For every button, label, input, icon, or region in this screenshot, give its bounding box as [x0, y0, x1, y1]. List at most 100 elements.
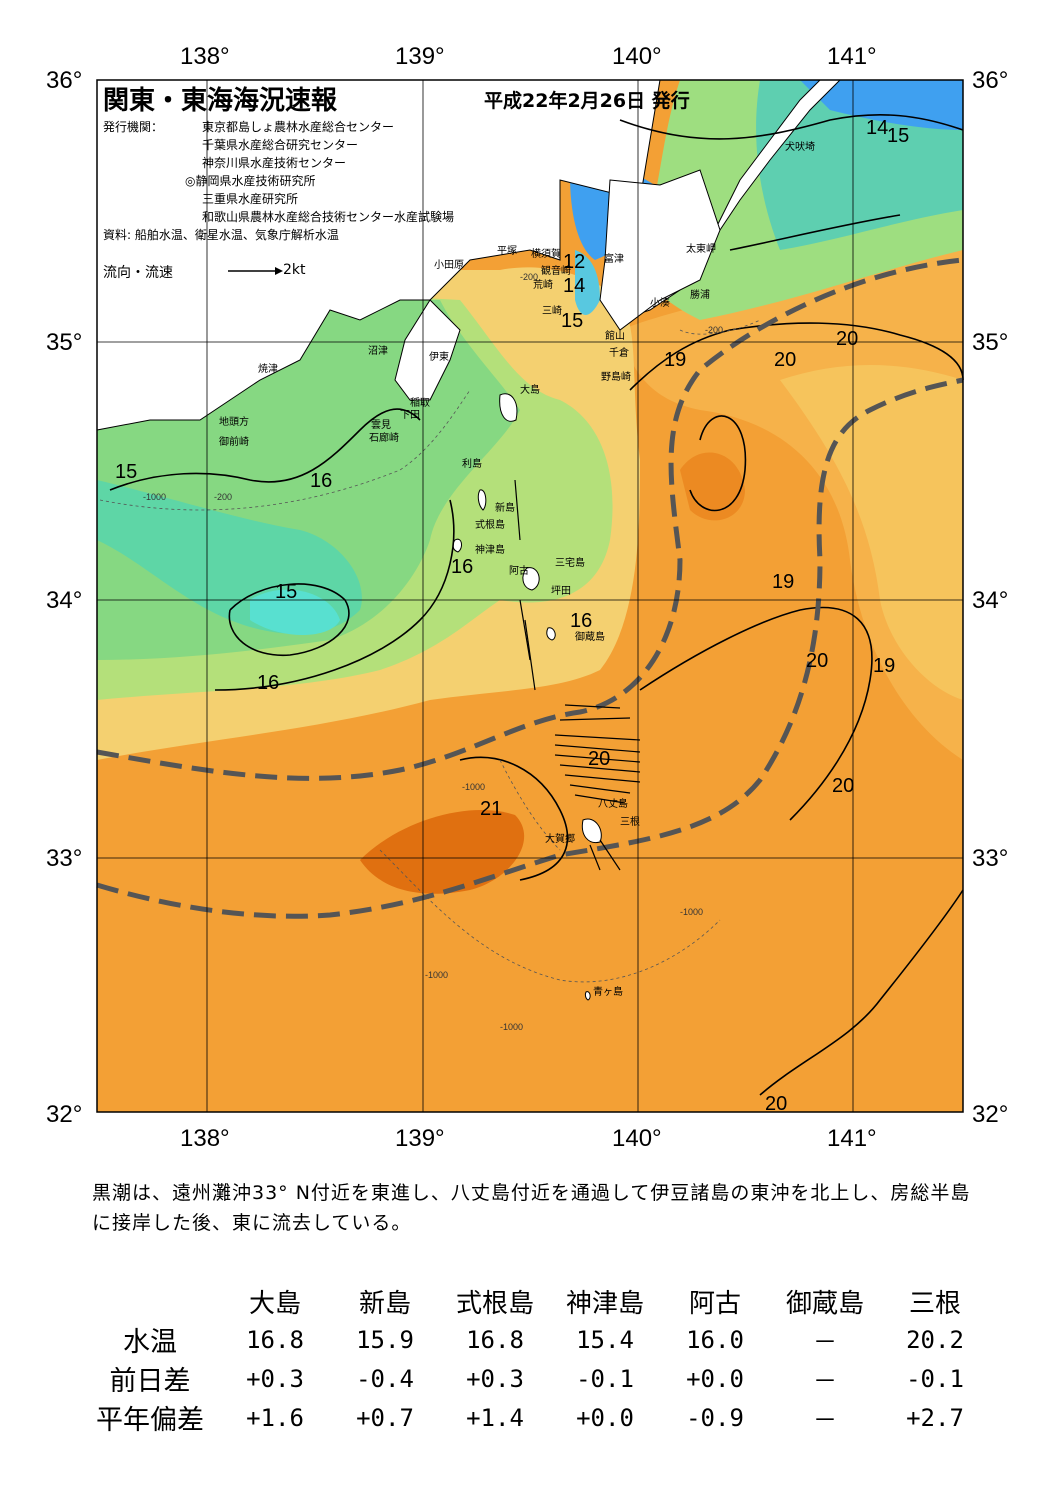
table-cell: +2.7 — [906, 1403, 964, 1432]
depth-label: -1000 — [500, 1022, 523, 1032]
issuer-item: ◎静岡県水産技術研究所 — [185, 174, 316, 188]
lon-label-top: 138° — [180, 43, 230, 70]
legend-arrowhead — [275, 267, 283, 275]
table-cell: +0.0 — [576, 1403, 634, 1432]
place-label: 坪田 — [551, 584, 571, 597]
table-cell: 16.0 — [686, 1325, 744, 1354]
place-label: 太東岬 — [686, 242, 716, 255]
issuer-label: 発行機関： — [103, 120, 164, 134]
depth-label: -1000 — [462, 782, 485, 792]
map-title: 関東・東海海況速報 — [103, 86, 338, 116]
place-label: 荒崎 — [533, 278, 553, 291]
lon-label-top: 140° — [612, 43, 662, 70]
depth-label: -1000 — [425, 970, 448, 980]
table-header-row: 大島 新島 式根島 神津島 阿古 御蔵島 三根 — [80, 1282, 990, 1320]
isotherm-lines — [109, 114, 964, 1096]
table-cell: － — [813, 1328, 837, 1356]
table-cell: 16.8 — [466, 1325, 524, 1354]
isotherm-label: 16 — [310, 470, 332, 492]
place-label: 館山 — [605, 329, 625, 342]
place-label: 大島 — [520, 383, 540, 396]
depth-label: -200 — [214, 492, 232, 502]
place-label: 地頭方 — [219, 415, 249, 428]
depth-label: -200 — [520, 272, 538, 282]
isotherm-label: 20 — [588, 748, 610, 770]
table-cell: -0.9 — [686, 1403, 744, 1432]
lat-label-right: 32° — [972, 1101, 1008, 1128]
table-cell: － — [813, 1367, 837, 1395]
place-label: 御前崎 — [219, 435, 249, 448]
lat-label-left: 32° — [46, 1101, 82, 1128]
place-label: 犬吠埼 — [785, 140, 815, 153]
place-label: 伊東 — [429, 350, 449, 363]
table-cell: +1.6 — [246, 1403, 304, 1432]
lon-label-bottom: 140° — [612, 1125, 662, 1152]
map-frame — [96, 79, 964, 1113]
row-label: 前日差 — [109, 1366, 191, 1397]
isotherm-label: 16 — [570, 610, 592, 632]
table-cell: -0.1 — [906, 1364, 964, 1393]
depth-label: -200 — [705, 325, 723, 335]
isotherm-label: 19 — [873, 655, 895, 677]
observation-table: 大島 新島 式根島 神津島 阿古 御蔵島 三根 水温 16.8 15.9 16.… — [80, 1282, 990, 1437]
place-label: 石廊崎 — [369, 431, 399, 444]
table-cell: -0.4 — [356, 1364, 414, 1393]
place-label: 八丈島 — [598, 797, 628, 810]
graticule — [97, 80, 963, 1112]
isotherm-label: 15 — [887, 125, 909, 147]
land-masses — [96, 79, 963, 1001]
flow-legend-label: 流向・流速 — [103, 265, 173, 281]
place-label: 野島崎 — [601, 370, 631, 383]
table-cell: － — [813, 1406, 837, 1434]
issuer-item: 千葉県水産総合研究センター — [202, 138, 359, 152]
lon-label-top: 139° — [395, 43, 445, 70]
lat-label-left: 34° — [46, 587, 82, 614]
row-label: 水温 — [123, 1327, 177, 1358]
table-cell: 20.2 — [906, 1325, 964, 1354]
isotherm-label: 14 — [866, 117, 888, 139]
place-label: 雲見 — [371, 419, 391, 431]
place-label: 利島 — [462, 457, 482, 470]
station-header: 式根島 — [455, 1288, 534, 1319]
place-label: 焼津 — [258, 363, 278, 375]
data-sources: 資料: 船舶水温、衛星水温、気象庁解析水温 — [103, 228, 339, 242]
place-label: 新島 — [495, 501, 515, 514]
kuroshio-axis — [96, 257, 964, 919]
place-label: 阿古 — [509, 564, 529, 577]
table-cell: 15.4 — [576, 1325, 634, 1354]
table-cell: 15.9 — [356, 1325, 414, 1354]
isotherm-label: 19 — [664, 349, 686, 371]
lon-label-bottom: 138° — [180, 1125, 230, 1152]
isotherm-label: 20 — [832, 775, 854, 797]
isotherm-label: 16 — [257, 672, 279, 694]
place-label: 御蔵島 — [575, 630, 605, 643]
place-label: 千倉 — [609, 346, 629, 359]
depth-label: -1000 — [680, 907, 703, 917]
issue-date: 平成22年2月26日 発行 — [484, 90, 690, 112]
depth-label: -1000 — [143, 492, 166, 502]
place-label: 三宅島 — [555, 556, 585, 569]
lat-label-left: 33° — [46, 845, 82, 872]
place-label: 小湊 — [650, 296, 670, 309]
place-label: 式根島 — [475, 518, 505, 531]
issuer-item: 東京都島しょ農林水産総合センター — [202, 120, 395, 134]
place-label: 大賀郷 — [545, 832, 575, 845]
station-header: 新島 — [358, 1288, 411, 1319]
table-cell: +0.3 — [466, 1364, 524, 1393]
place-label: 三根 — [620, 815, 640, 828]
lat-label-right: 34° — [972, 587, 1008, 614]
isotherm-label: 16 — [451, 556, 473, 578]
station-header: 大島 — [248, 1288, 301, 1319]
place-label: 沼津 — [368, 344, 388, 357]
place-label: 青ヶ島 — [593, 985, 623, 998]
lon-label-top: 141° — [827, 43, 877, 70]
lon-label-bottom: 139° — [395, 1125, 445, 1152]
table-cell: 16.8 — [246, 1325, 304, 1354]
table-row: 水温 16.8 15.9 16.8 15.4 16.0 － 20.2 — [80, 1320, 990, 1359]
table-row: 平年偏差 +1.6 +0.7 +1.4 +0.0 -0.9 － +2.7 — [80, 1398, 990, 1437]
kuroshio-summary: 黒潮は、遠州灘沖33° N付近を東進し、八丈島付近を通過して伊豆諸島の東沖を北上… — [92, 1182, 971, 1234]
depth-contours — [99, 319, 761, 983]
isotherm-label: 20 — [774, 349, 796, 371]
place-label: 観音崎 — [541, 264, 571, 277]
issuer-list: 東京都島しょ農林水産総合センター 千葉県水産総合研究センター 神奈川県水産技術セ… — [185, 118, 454, 226]
